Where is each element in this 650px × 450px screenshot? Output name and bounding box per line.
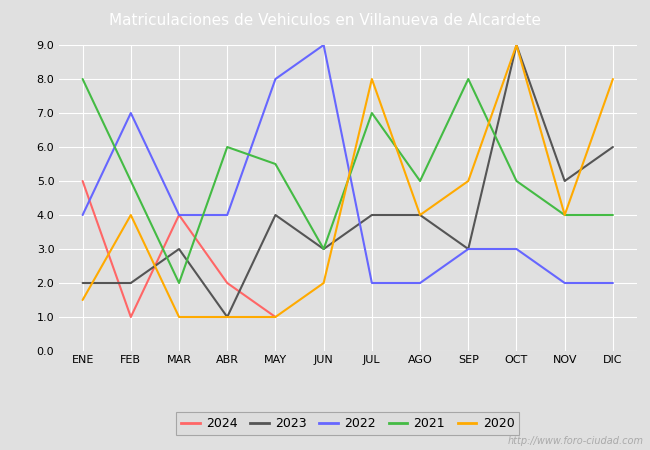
Legend: 2024, 2023, 2022, 2021, 2020: 2024, 2023, 2022, 2021, 2020 [176,412,519,435]
Text: http://www.foro-ciudad.com: http://www.foro-ciudad.com [508,436,644,446]
Text: Matriculaciones de Vehiculos en Villanueva de Alcardete: Matriculaciones de Vehiculos en Villanue… [109,13,541,28]
